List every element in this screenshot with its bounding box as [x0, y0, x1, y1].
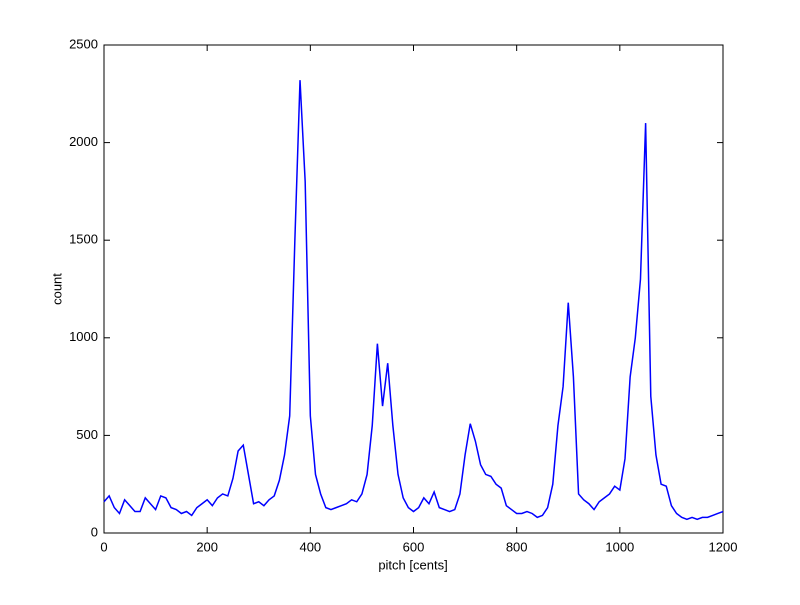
x-tick-label: 400: [299, 539, 321, 554]
x-tick-label: 1000: [605, 539, 634, 554]
y-tick-label: 1500: [69, 232, 98, 247]
y-tick-label: 2500: [69, 36, 98, 51]
x-axis-label: pitch [cents]: [378, 557, 447, 572]
y-tick-label: 500: [76, 427, 98, 442]
y-tick-label: 0: [91, 524, 98, 539]
x-tick-label: 200: [196, 539, 218, 554]
x-tick-label: 0: [100, 539, 107, 554]
data-line: [103, 80, 724, 521]
y-tick-label: 2000: [69, 134, 98, 149]
x-tick-label: 1200: [709, 539, 738, 554]
plot-frame: [103, 44, 724, 534]
y-tick-label: 1000: [69, 329, 98, 344]
y-axis-label: count: [49, 273, 64, 305]
x-tick-label: 600: [403, 539, 425, 554]
x-tick-label: 800: [506, 539, 528, 554]
